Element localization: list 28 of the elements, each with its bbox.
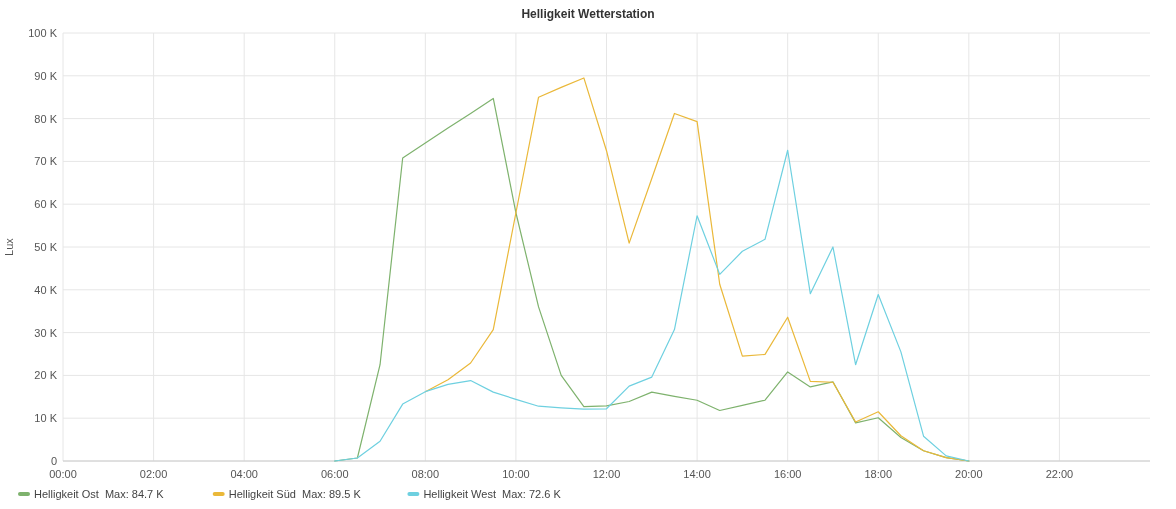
x-tick-label: 18:00 — [864, 468, 893, 480]
x-tick-label: 10:00 — [502, 468, 530, 480]
x-tick-label: 04:00 — [230, 468, 258, 480]
x-tick-label: 00:00 — [49, 468, 77, 480]
y-tick-label: 50 K — [34, 241, 58, 253]
y-tick-label: 20 K — [34, 369, 58, 382]
legend-label: Helligkeit West Max: 72.6 K — [423, 488, 562, 500]
y-tick-label: 80 K — [34, 112, 58, 125]
legend-label: Helligkeit Süd Max: 89.5 K — [228, 488, 362, 500]
x-tick-label: 06:00 — [320, 468, 349, 480]
x-tick-label: 02:00 — [139, 468, 168, 480]
y-tick-label: 30 K — [34, 326, 58, 339]
y-tick-label: 10 K — [34, 412, 58, 425]
y-tick-label: 40 K — [34, 283, 58, 296]
y-tick-label: 60 K — [34, 198, 58, 211]
y-tick-label: 100 K — [28, 27, 58, 39]
x-tick-label: 12:00 — [592, 468, 621, 480]
y-tick-label: 90 K — [34, 69, 58, 82]
y-tick-label: 70 K — [34, 155, 58, 168]
x-tick-label: 16:00 — [773, 468, 802, 480]
x-tick-label: 08:00 — [411, 468, 440, 480]
y-axis-title: Lux — [3, 237, 15, 256]
legend-label: Helligkeit Ost Max: 84.7 K — [34, 488, 165, 500]
y-tick-label: 0 — [50, 455, 57, 467]
x-tick-label: 14:00 — [683, 468, 711, 480]
chart-title: Helligkeit Wetterstation — [521, 7, 655, 21]
x-tick-label: 22:00 — [1045, 468, 1074, 480]
x-tick-label: 20:00 — [955, 468, 983, 480]
